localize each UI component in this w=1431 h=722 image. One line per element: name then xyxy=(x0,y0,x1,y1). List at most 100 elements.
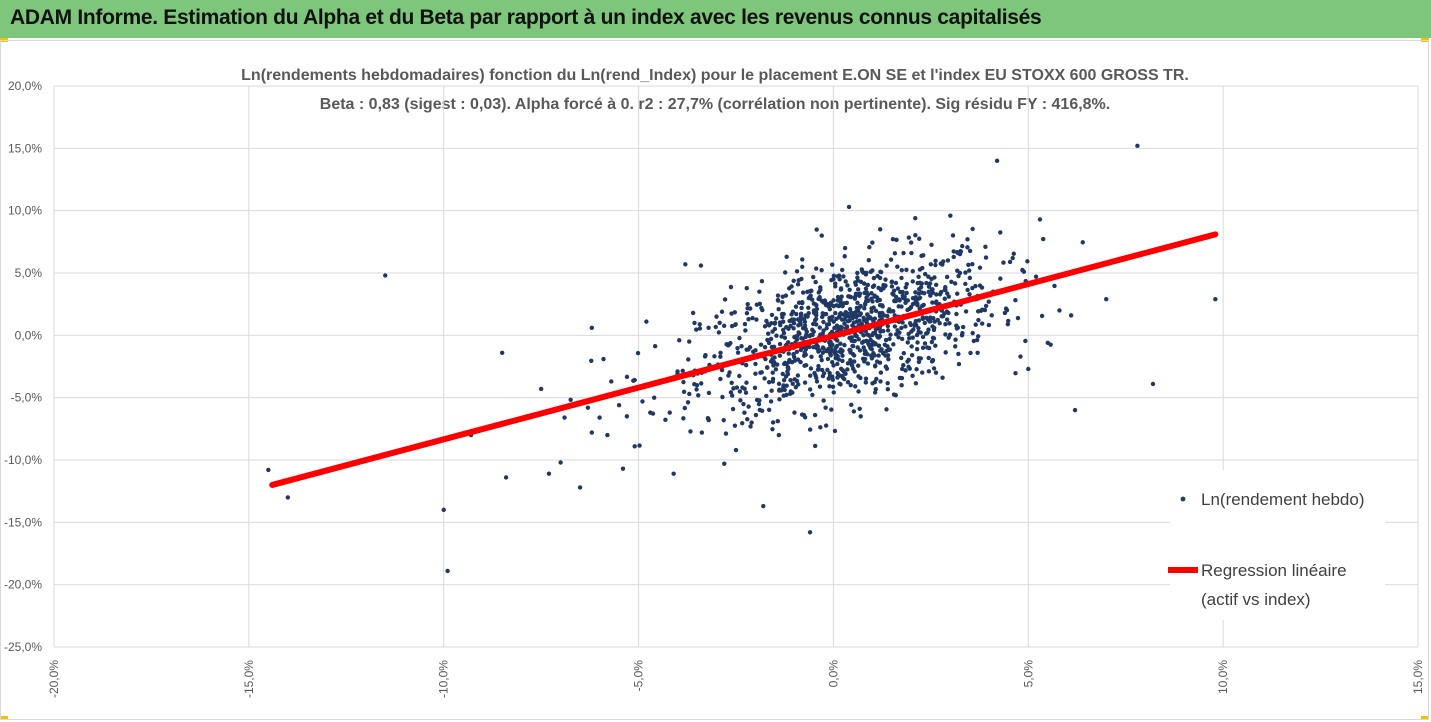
data-point xyxy=(855,275,860,280)
data-point xyxy=(699,430,705,435)
data-point xyxy=(866,257,872,263)
data-point xyxy=(789,312,794,317)
x-tick-label: 5,0% xyxy=(1021,660,1035,688)
data-point xyxy=(845,367,850,372)
data-point xyxy=(791,317,797,322)
data-point xyxy=(1052,283,1057,289)
data-point xyxy=(637,443,642,448)
data-point xyxy=(920,334,926,340)
data-point xyxy=(775,419,780,424)
data-point xyxy=(869,306,874,311)
data-point xyxy=(835,274,840,279)
chart-subtitle: Beta : 0,83 (sigest : 0,03). Alpha forcé… xyxy=(320,96,1110,113)
data-point xyxy=(828,302,833,308)
data-point xyxy=(933,370,939,375)
data-point xyxy=(835,294,841,300)
data-point xyxy=(833,356,839,361)
data-point xyxy=(881,328,886,334)
y-tick-label: 20,0% xyxy=(8,79,42,93)
data-point xyxy=(868,269,874,275)
data-point xyxy=(798,322,803,327)
data-point xyxy=(876,353,881,358)
data-point xyxy=(836,303,842,309)
data-point xyxy=(833,284,838,289)
data-point xyxy=(834,323,840,328)
data-point xyxy=(266,467,271,473)
data-point xyxy=(729,323,735,329)
data-point xyxy=(750,315,755,321)
data-point xyxy=(973,283,978,289)
data-point xyxy=(846,294,851,299)
data-point xyxy=(807,427,813,432)
data-point xyxy=(975,334,981,339)
data-point xyxy=(901,350,907,356)
data-point xyxy=(828,349,834,354)
data-point xyxy=(838,286,844,291)
data-point xyxy=(650,411,656,416)
data-point xyxy=(777,397,782,402)
data-point xyxy=(781,393,786,398)
data-point xyxy=(900,320,905,325)
data-point xyxy=(793,304,799,309)
data-point xyxy=(838,341,843,346)
data-point xyxy=(750,349,756,354)
data-point xyxy=(853,282,859,287)
data-point xyxy=(888,257,894,262)
data-point xyxy=(842,254,847,259)
data-point xyxy=(899,355,904,361)
data-point xyxy=(765,337,770,343)
data-point xyxy=(918,284,924,290)
data-point xyxy=(830,374,835,379)
data-point xyxy=(931,315,936,321)
data-point xyxy=(848,382,853,388)
data-point xyxy=(909,344,914,349)
data-point xyxy=(795,357,801,362)
data-point xyxy=(869,347,875,352)
data-point xyxy=(908,240,914,245)
data-point xyxy=(810,327,815,332)
data-point xyxy=(913,233,918,238)
data-point xyxy=(827,384,832,389)
data-point xyxy=(864,290,870,295)
data-point xyxy=(759,370,764,375)
data-point xyxy=(692,381,697,387)
data-point xyxy=(769,388,774,393)
data-point xyxy=(887,347,893,352)
data-point xyxy=(812,443,818,449)
data-point xyxy=(1013,298,1018,303)
data-point xyxy=(721,323,727,329)
data-point xyxy=(874,359,880,364)
data-point xyxy=(806,305,811,310)
data-point xyxy=(858,279,864,284)
data-point xyxy=(938,289,944,295)
data-point xyxy=(845,283,850,288)
data-point xyxy=(779,334,784,339)
data-point xyxy=(635,350,641,356)
data-point xyxy=(819,268,824,273)
data-point xyxy=(609,379,614,384)
data-point xyxy=(795,282,801,287)
data-point xyxy=(1068,313,1074,318)
data-point xyxy=(1080,240,1085,245)
data-point xyxy=(781,384,786,390)
data-point xyxy=(798,314,804,319)
data-point xyxy=(848,348,853,353)
data-point xyxy=(820,350,826,355)
data-point xyxy=(775,297,781,303)
data-point xyxy=(737,373,742,379)
data-point xyxy=(831,303,836,309)
data-point xyxy=(907,336,912,341)
data-point xyxy=(809,297,815,302)
data-point xyxy=(811,274,816,280)
data-point xyxy=(901,362,906,368)
data-point xyxy=(687,391,692,397)
data-point xyxy=(748,306,753,311)
data-point xyxy=(784,254,789,259)
data-point xyxy=(769,312,775,318)
data-point xyxy=(975,350,980,355)
data-point xyxy=(744,380,749,385)
data-point xyxy=(577,485,583,490)
data-point xyxy=(945,258,951,263)
legend: Ln(rendement hebdo) Regression linéaire … xyxy=(1168,470,1385,620)
data-point xyxy=(810,392,815,398)
